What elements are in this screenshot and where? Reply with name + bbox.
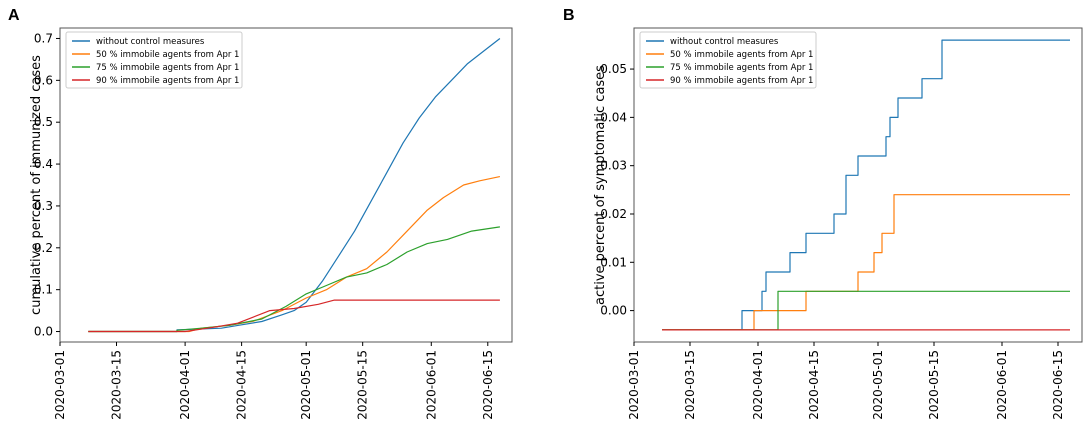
legend-label: 75 % immobile agents from Apr 1	[96, 63, 239, 73]
x-tick-label: 2020-04-15	[235, 350, 249, 420]
y-tick-label: 0.3	[34, 199, 53, 213]
x-tick-label: 2020-03-01	[627, 350, 641, 420]
y-tick-label: 0.1	[34, 283, 53, 297]
y-tick-label: 0.04	[600, 110, 627, 124]
plot-frame	[633, 27, 1083, 343]
panel-b: B 0.00 0.01 0.02 0.03 0.04 0.05 2020-03-01 2020-…	[563, 7, 1083, 420]
y-axis-title: active percent of symptomatic cases	[593, 65, 608, 305]
x-tick-label: 2020-03-15	[110, 350, 124, 420]
legend-label: without control measures	[96, 37, 205, 47]
panel-label: A	[8, 7, 20, 24]
y-tick-label: 0.4	[34, 157, 53, 171]
y-tick-label: 0.7	[34, 31, 53, 45]
series-line-1	[662, 39, 1070, 331]
y-tick-label: 0.2	[34, 241, 53, 255]
panel-label: B	[563, 7, 575, 24]
legend-box	[639, 31, 817, 89]
series-line-4	[88, 299, 500, 333]
x-tick-label: 2020-06-15	[481, 350, 495, 420]
y-tick-label: 0.00	[600, 304, 627, 318]
x-tick-label: 2020-04-01	[751, 350, 765, 420]
x-tick-label: 2020-04-15	[807, 350, 821, 420]
x-tick-label: 2020-03-01	[53, 350, 67, 420]
series-line-1	[88, 38, 501, 333]
x-tick-label: 2020-06-15	[1051, 350, 1065, 420]
y-tick-label: 0.6	[34, 73, 53, 87]
legend-label: 90 % immobile agents from Apr 1	[96, 76, 239, 86]
legend-label: without control measures	[670, 37, 779, 47]
x-tick-label: 2020-03-15	[683, 350, 697, 420]
legend-label: 50 % immobile agents from Apr 1	[670, 50, 813, 60]
x-tick-label: 2020-06-01	[995, 350, 1009, 420]
y-axis-title: cumulative percent of immunized cases	[29, 55, 44, 315]
y-tick-label: 0.0	[34, 325, 53, 339]
x-tick-label: 2020-05-15	[927, 350, 941, 420]
series-line-3	[662, 290, 1070, 331]
x-tick-label: 2020-06-01	[424, 350, 438, 420]
y-tick-label: 0.01	[600, 255, 627, 269]
x-tick-label: 2020-05-01	[299, 350, 313, 420]
series-line-3	[88, 226, 500, 333]
y-tick-label: 0.05	[600, 62, 627, 76]
x-tick-label: 2020-05-01	[871, 350, 885, 420]
x-tick-label: 2020-04-01	[178, 350, 192, 420]
series-line-2	[662, 194, 1070, 331]
legend-label: 50 % immobile agents from Apr 1	[96, 50, 239, 60]
legend-label: 90 % immobile agents from Apr 1	[670, 76, 813, 86]
y-tick-label: 0.02	[600, 207, 627, 221]
legend-label: 75 % immobile agents from Apr 1	[670, 63, 813, 73]
x-tick-label: 2020-05-15	[356, 350, 370, 420]
plot-frame	[59, 27, 513, 343]
legend-box	[65, 31, 243, 89]
panel-a: A 0.0 0.1 0.2 0.3 0.4 0.5 0.6 0.7 2020-03-01 2020-…	[8, 7, 513, 420]
y-tick-label: 0.5	[34, 115, 53, 129]
y-tick-label: 0.03	[600, 159, 627, 173]
